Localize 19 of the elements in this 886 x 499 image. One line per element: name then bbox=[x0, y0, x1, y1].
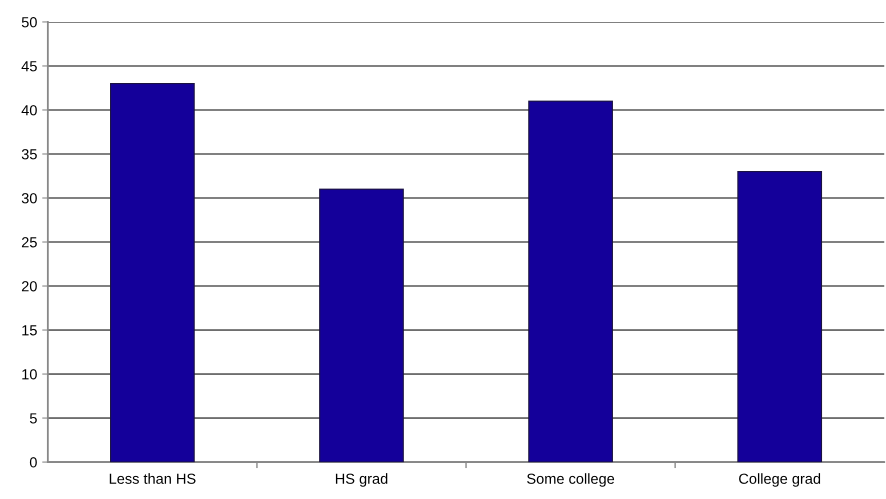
y-tick-label: 0 bbox=[30, 457, 37, 468]
bar bbox=[528, 100, 613, 462]
y-tick-label: 5 bbox=[30, 413, 37, 424]
bar bbox=[319, 188, 404, 462]
y-tick-label: 30 bbox=[22, 193, 37, 204]
x-tick-label: Less than HS bbox=[110, 473, 196, 484]
y-tick-label: 40 bbox=[22, 105, 37, 116]
y-tick-label: 20 bbox=[22, 281, 37, 292]
y-tick-label: 50 bbox=[22, 17, 37, 28]
x-tick-label: Some college bbox=[527, 473, 614, 487]
bar bbox=[737, 171, 822, 462]
y-tick-label: 35 bbox=[22, 149, 37, 160]
y-tick-label: 10 bbox=[22, 369, 37, 380]
y-tick-label: 15 bbox=[22, 325, 37, 336]
bar bbox=[110, 83, 195, 462]
y-tick-label: 45 bbox=[22, 61, 37, 72]
x-tick-label: HS grad bbox=[336, 473, 388, 487]
x-tick-label: College grad bbox=[739, 473, 820, 487]
y-tick-label: 25 bbox=[22, 237, 37, 248]
